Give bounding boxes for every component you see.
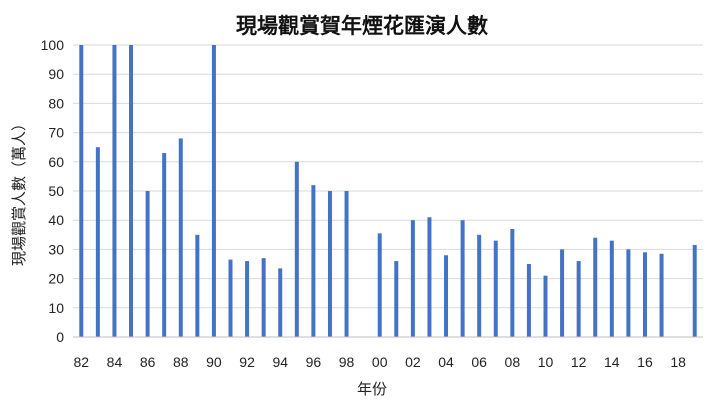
bar-08 xyxy=(510,228,515,337)
bar-97 xyxy=(327,191,332,337)
bar-07 xyxy=(493,240,498,337)
x-tick-label-96: 96 xyxy=(306,354,322,370)
bar-89 xyxy=(195,234,200,337)
bar-93 xyxy=(261,258,266,337)
bar-87 xyxy=(162,153,167,337)
x-tick-label-94: 94 xyxy=(272,354,288,370)
bar-12 xyxy=(576,261,581,337)
x-tick-label-98: 98 xyxy=(339,354,355,370)
y-tick-label-0: 0 xyxy=(56,329,64,345)
bar-11 xyxy=(560,249,565,337)
bar-84 xyxy=(112,45,117,337)
bar-03 xyxy=(427,217,432,337)
bar-95 xyxy=(294,161,299,337)
bar-10 xyxy=(543,275,548,337)
bar-98 xyxy=(344,191,349,337)
bar-06 xyxy=(477,234,482,337)
bar-92 xyxy=(245,261,250,337)
bar-85 xyxy=(129,45,134,337)
x-tick-label-88: 88 xyxy=(173,354,189,370)
x-tick-label-06: 06 xyxy=(471,354,487,370)
x-tick-label-14: 14 xyxy=(604,354,620,370)
x-tick-label-86: 86 xyxy=(140,354,156,370)
bar-04 xyxy=(444,255,449,337)
bar-13 xyxy=(593,237,598,337)
bar-02 xyxy=(410,220,415,337)
bar-00 xyxy=(377,233,382,337)
chart-title: 現場觀賞賀年煙花匯演人數 xyxy=(236,13,488,38)
bar-01 xyxy=(394,261,399,337)
bar-17 xyxy=(659,253,664,337)
y-tick-label-50: 50 xyxy=(48,183,64,199)
x-tick-label-90: 90 xyxy=(206,354,222,370)
x-tick-label-04: 04 xyxy=(438,354,454,370)
bar-90 xyxy=(211,45,216,337)
gridlines xyxy=(73,44,703,309)
bar-14 xyxy=(609,240,614,337)
y-tick-label-70: 70 xyxy=(48,125,64,141)
x-tick-label-12: 12 xyxy=(571,354,587,370)
bar-19 xyxy=(692,245,697,337)
bars xyxy=(79,45,697,337)
x-tick-label-00: 00 xyxy=(372,354,388,370)
x-tick-label-16: 16 xyxy=(637,354,653,370)
x-tick-label-84: 84 xyxy=(107,354,123,370)
bar-16 xyxy=(642,252,647,337)
x-tick-label-18: 18 xyxy=(670,354,686,370)
x-tick-label-02: 02 xyxy=(405,354,421,370)
x-axis-ticks: 82 84 86 88 90 92 94 96 98 00 02 04 06 08 10 12 14 16 18 xyxy=(74,354,687,370)
y-tick-label-10: 10 xyxy=(48,300,64,316)
y-tick-label-60: 60 xyxy=(48,154,64,170)
y-tick-label-80: 80 xyxy=(48,95,64,111)
y-tick-label-40: 40 xyxy=(48,212,64,228)
bar-88 xyxy=(178,138,183,337)
bar-94 xyxy=(278,268,283,337)
x-tick-label-10: 10 xyxy=(538,354,554,370)
bar-83 xyxy=(95,147,100,337)
bar-09 xyxy=(526,264,531,337)
y-tick-label-100: 100 xyxy=(41,37,65,53)
x-tick-label-92: 92 xyxy=(239,354,255,370)
bar-96 xyxy=(311,185,316,337)
x-tick-label-82: 82 xyxy=(74,354,90,370)
x-axis-label: 年份 xyxy=(357,380,387,398)
bar-82 xyxy=(79,45,84,337)
bar-86 xyxy=(145,191,150,337)
x-tick-label-08: 08 xyxy=(505,354,521,370)
y-axis-label: 現場觀賞人數（萬人） xyxy=(10,116,28,266)
bar-05 xyxy=(460,220,465,337)
y-tick-label-20: 20 xyxy=(48,271,64,287)
bar-15 xyxy=(626,249,631,337)
y-tick-label-90: 90 xyxy=(48,66,64,82)
y-axis-ticks: 0 10 20 30 40 50 60 70 80 90 100 xyxy=(41,37,65,345)
bar-91 xyxy=(228,259,233,337)
y-tick-label-30: 30 xyxy=(48,241,64,257)
